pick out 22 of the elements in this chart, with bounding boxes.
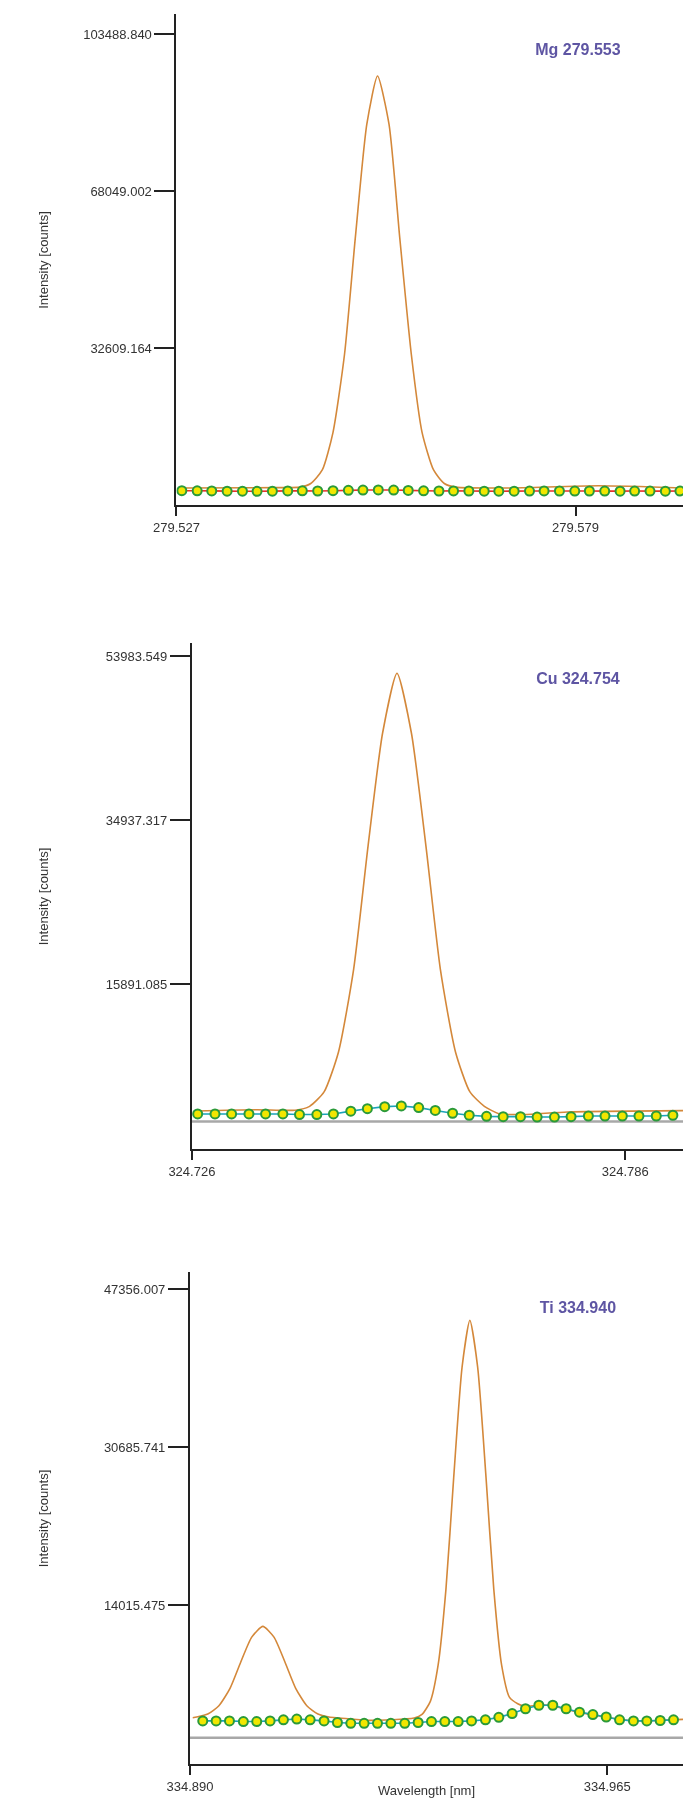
y-axis-title: Intensity [counts] [35, 211, 51, 309]
y-tick-label: 47356.007 [103, 1281, 166, 1297]
y-tick-label: 34937.317 [105, 812, 168, 828]
y-axis-title: Intensity [counts] [36, 847, 52, 946]
y-axis-title: Intensity [counts] [36, 1469, 52, 1568]
x-tick-label: 279.527 [152, 519, 200, 535]
y-tick-label: 14015.475 [103, 1597, 166, 1613]
x-tick-label: 324.726 [168, 1163, 216, 1179]
y-tick-label: 30685.741 [103, 1439, 166, 1455]
x-tick-label: 324.786 [601, 1163, 649, 1179]
y-tick-label: 15891.085 [105, 976, 168, 992]
x-tick-label: 279.579 [552, 519, 600, 535]
annotation: Ti 334.940 [539, 1299, 617, 1316]
x-tick-label: 334.965 [583, 1778, 631, 1794]
y-tick-label: 53983.549 [105, 648, 168, 664]
annotation: Mg 279.553 [535, 41, 621, 58]
y-tick-label: 103488.840 [83, 26, 152, 42]
annotation: Cu 324.754 [536, 670, 620, 687]
x-axis-title: Wavelength [nm] [378, 1783, 476, 1798]
x-tick-label: 334.890 [166, 1778, 214, 1794]
y-tick-label: 32609.164 [90, 340, 152, 356]
y-tick-label: 68049.002 [90, 183, 152, 199]
